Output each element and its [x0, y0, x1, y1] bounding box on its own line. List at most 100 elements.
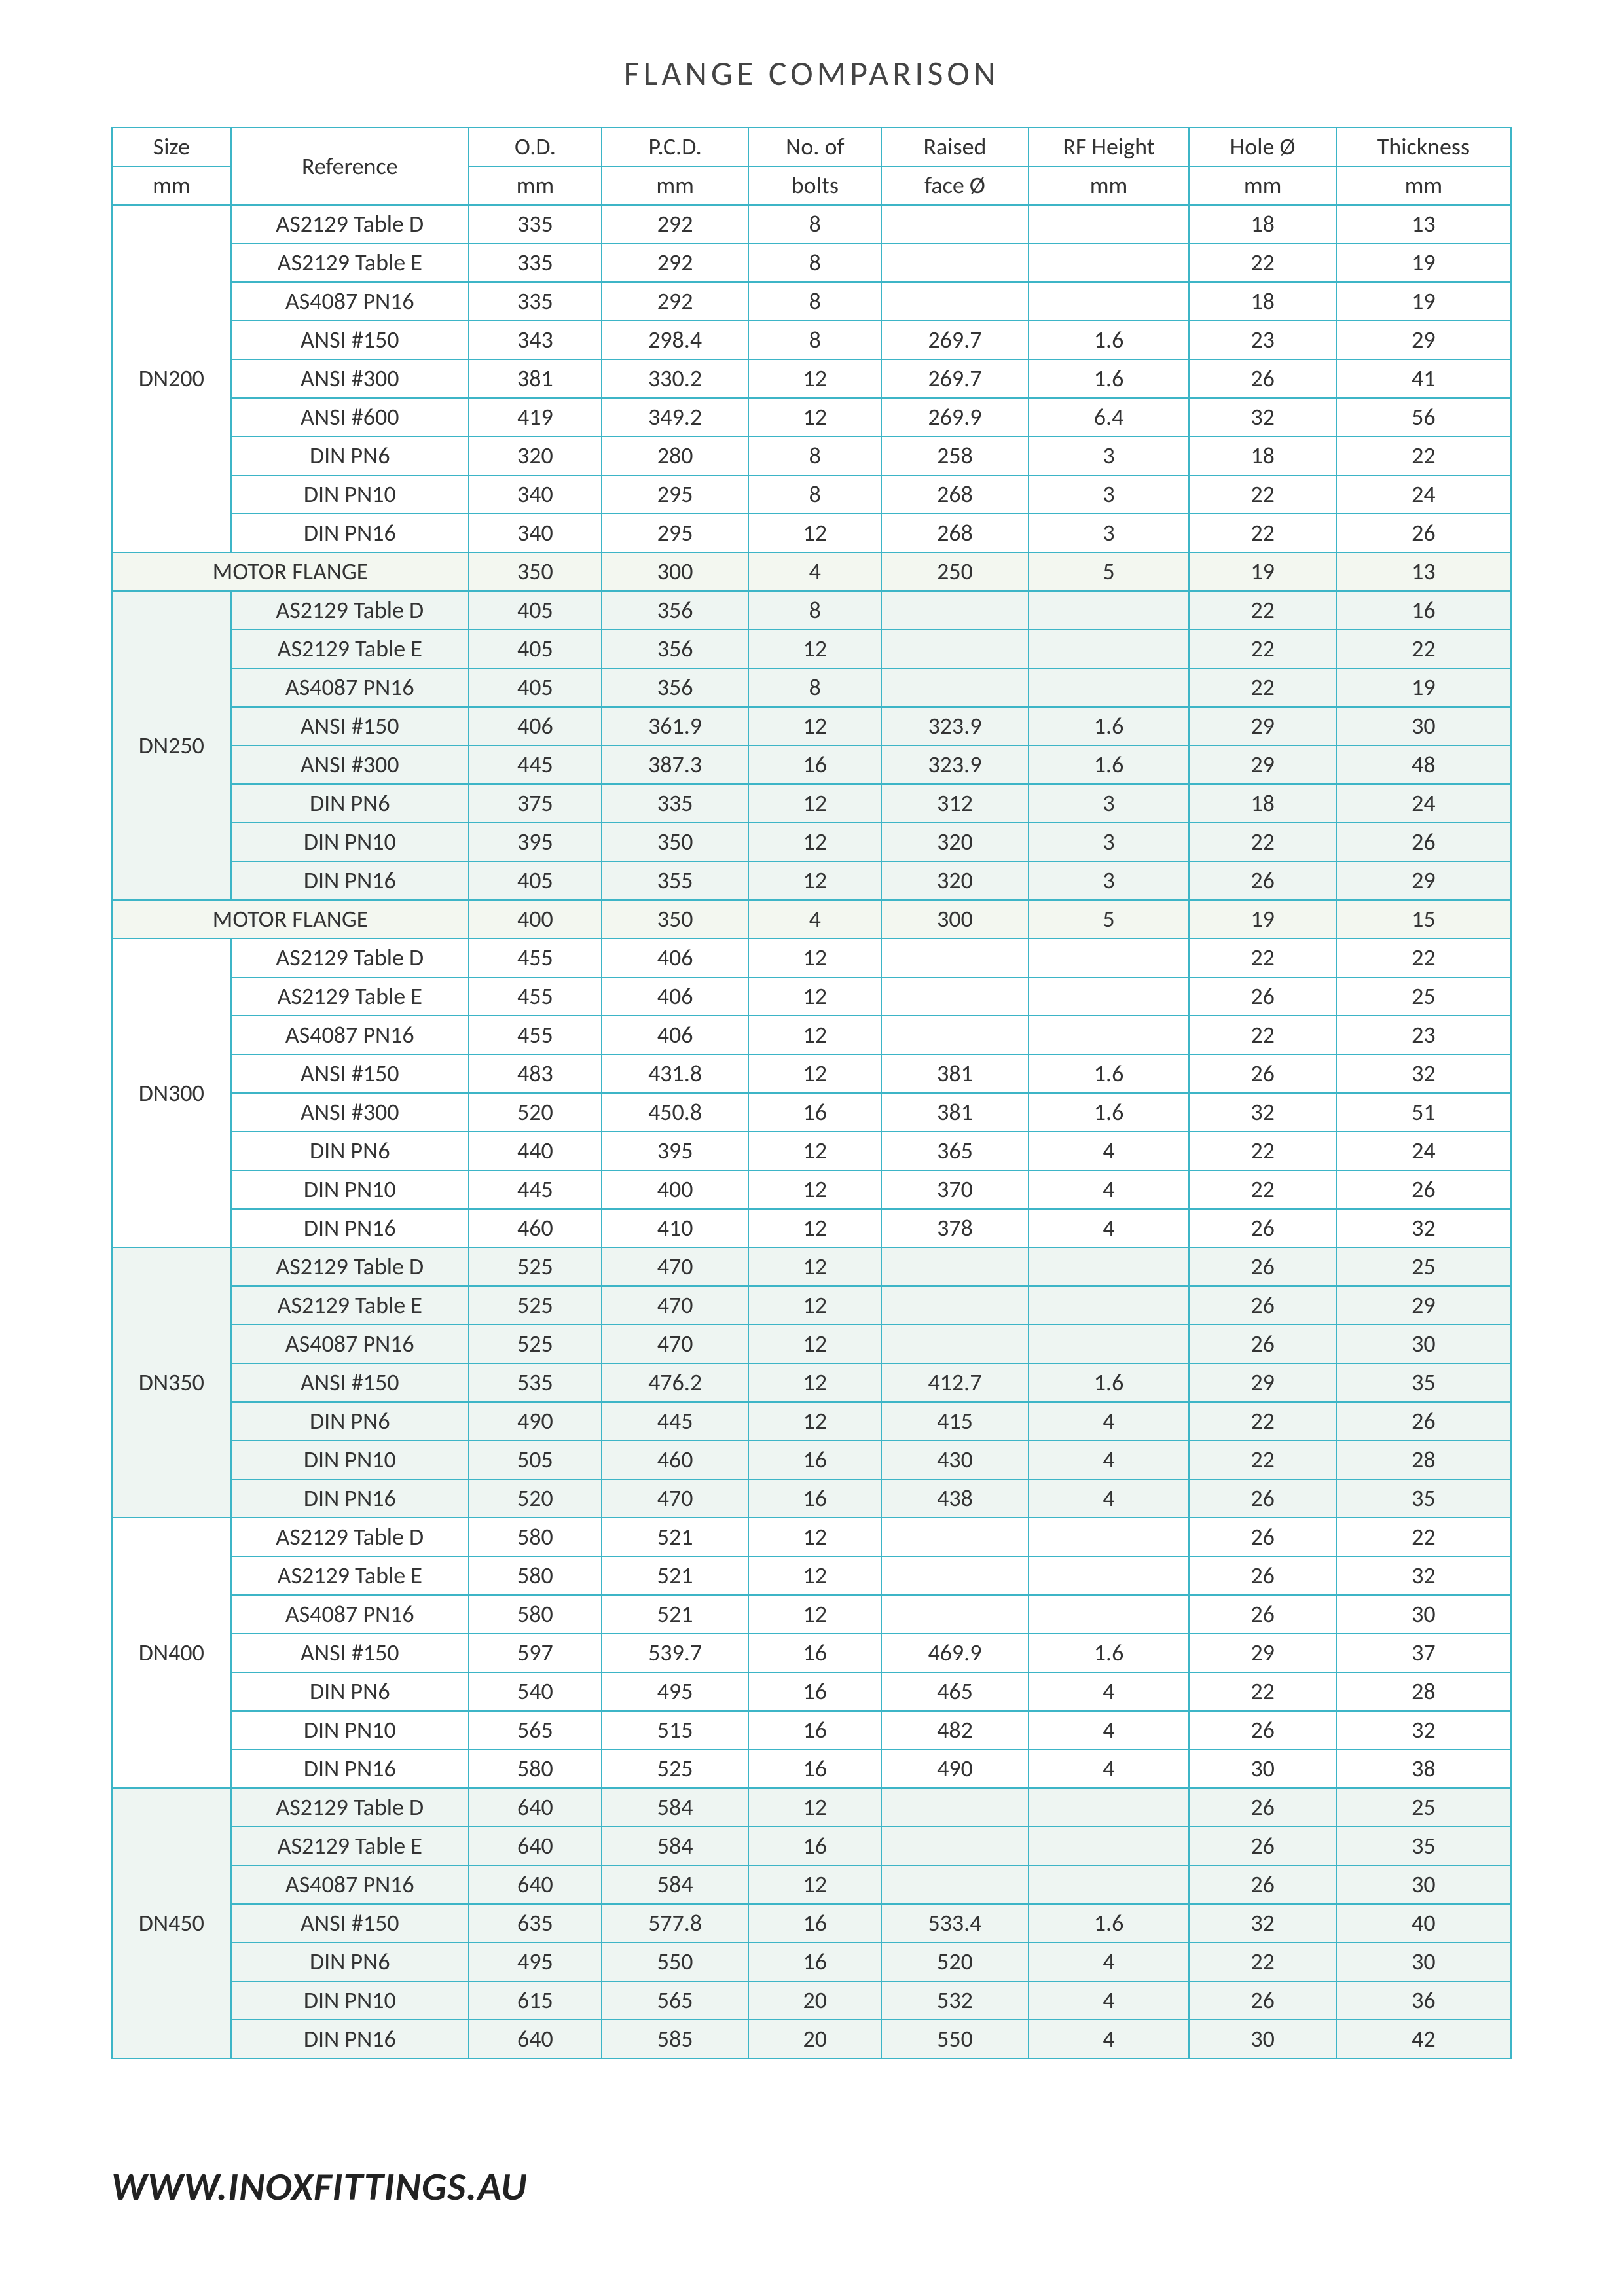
cell-od: 405 — [469, 591, 602, 630]
cell-pcd: 584 — [602, 1827, 748, 1865]
cell-od: 640 — [469, 1827, 602, 1865]
cell-rf: 381 — [881, 1093, 1028, 1132]
cell-thk: 23 — [1336, 1016, 1511, 1054]
cell-rf: 378 — [881, 1209, 1028, 1247]
cell-bolts: 8 — [748, 437, 881, 475]
ref-cell: DIN PN6 — [231, 1402, 469, 1441]
cell-bolts: 12 — [748, 1054, 881, 1093]
table-row: AS4087 PN1633529281819 — [112, 282, 1511, 321]
cell-bolts: 12 — [748, 977, 881, 1016]
cell-od: 535 — [469, 1363, 602, 1402]
cell-bolts: 16 — [748, 1672, 881, 1711]
cell-od: 635 — [469, 1904, 602, 1943]
cell-rfh: 1.6 — [1029, 1363, 1190, 1402]
cell-od: 335 — [469, 282, 602, 321]
cell-pcd: 356 — [602, 591, 748, 630]
table-row: ANSI #300520450.8163811.63251 — [112, 1093, 1511, 1132]
cell-od: 640 — [469, 1865, 602, 1904]
cell-rf — [881, 1325, 1028, 1363]
ref-cell: DIN PN10 — [231, 1170, 469, 1209]
ref-cell: DIN PN16 — [231, 861, 469, 900]
cell-rfh — [1029, 977, 1190, 1016]
cell-bolts: 12 — [748, 398, 881, 437]
cell-pcd: 355 — [602, 861, 748, 900]
cell-pcd: 292 — [602, 282, 748, 321]
motor-flange-label: MOTOR FLANGE — [112, 552, 469, 591]
cell-pcd: 431.8 — [602, 1054, 748, 1093]
cell-pcd: 406 — [602, 1016, 748, 1054]
cell-bolts: 8 — [748, 321, 881, 359]
col-thk-unit: mm — [1336, 166, 1511, 205]
cell-rfh: 1.6 — [1029, 1904, 1190, 1943]
cell-rfh: 4 — [1029, 1749, 1190, 1788]
cell-od: 375 — [469, 784, 602, 823]
table-row: DN250AS2129 Table D40535682216 — [112, 591, 1511, 630]
cell-rf: 482 — [881, 1711, 1028, 1749]
cell-bolts: 8 — [748, 243, 881, 282]
cell-rfh: 3 — [1029, 823, 1190, 861]
cell-rf: 370 — [881, 1170, 1028, 1209]
cell-pcd: 521 — [602, 1595, 748, 1634]
ref-cell: AS4087 PN16 — [231, 668, 469, 707]
cell-od: 381 — [469, 359, 602, 398]
cell-thk: 40 — [1336, 1904, 1511, 1943]
cell-bolts: 16 — [748, 1904, 881, 1943]
cell-pcd: 550 — [602, 1943, 748, 1981]
cell-hole: 30 — [1189, 2020, 1336, 2058]
cell-od: 525 — [469, 1286, 602, 1325]
cell-pcd: 470 — [602, 1247, 748, 1286]
cell-od: 580 — [469, 1556, 602, 1595]
cell-rf: 465 — [881, 1672, 1028, 1711]
table-row: AS2129 Table E525470122629 — [112, 1286, 1511, 1325]
cell-bolts: 4 — [748, 900, 881, 939]
ref-cell: DIN PN10 — [231, 475, 469, 514]
cell-rf — [881, 1827, 1028, 1865]
cell-thk: 15 — [1336, 900, 1511, 939]
cell-od: 340 — [469, 475, 602, 514]
cell-thk: 32 — [1336, 1556, 1511, 1595]
cell-hole: 26 — [1189, 1788, 1336, 1827]
cell-thk: 29 — [1336, 861, 1511, 900]
cell-pcd: 356 — [602, 668, 748, 707]
ref-cell: ANSI #150 — [231, 1904, 469, 1943]
cell-od: 525 — [469, 1325, 602, 1363]
cell-thk: 35 — [1336, 1827, 1511, 1865]
cell-thk: 13 — [1336, 205, 1511, 243]
cell-bolts: 16 — [748, 1749, 881, 1788]
cell-od: 580 — [469, 1595, 602, 1634]
cell-rf — [881, 243, 1028, 282]
cell-od: 343 — [469, 321, 602, 359]
table-row: DN200AS2129 Table D33529281813 — [112, 205, 1511, 243]
cell-thk: 35 — [1336, 1363, 1511, 1402]
cell-bolts: 12 — [748, 707, 881, 745]
cell-rfh — [1029, 1518, 1190, 1556]
cell-hole: 22 — [1189, 939, 1336, 977]
cell-rf — [881, 1788, 1028, 1827]
cell-od: 406 — [469, 707, 602, 745]
cell-pcd: 539.7 — [602, 1634, 748, 1672]
ref-cell: AS4087 PN16 — [231, 1016, 469, 1054]
cell-rfh: 4 — [1029, 1402, 1190, 1441]
table-row: AS2129 Table E455406122625 — [112, 977, 1511, 1016]
cell-thk: 32 — [1336, 1711, 1511, 1749]
cell-bolts: 8 — [748, 282, 881, 321]
cell-thk: 19 — [1336, 282, 1511, 321]
cell-rf: 312 — [881, 784, 1028, 823]
cell-rfh — [1029, 1788, 1190, 1827]
cell-rf: 258 — [881, 437, 1028, 475]
cell-od: 405 — [469, 668, 602, 707]
table-row: AS4087 PN1640535682219 — [112, 668, 1511, 707]
table-row: AS4087 PN16525470122630 — [112, 1325, 1511, 1363]
cell-thk: 19 — [1336, 243, 1511, 282]
ref-cell: DIN PN6 — [231, 1672, 469, 1711]
cell-hole: 29 — [1189, 745, 1336, 784]
cell-thk: 30 — [1336, 1595, 1511, 1634]
cell-rf: 438 — [881, 1479, 1028, 1518]
cell-rf: 323.9 — [881, 707, 1028, 745]
cell-thk: 30 — [1336, 1325, 1511, 1363]
cell-hole: 32 — [1189, 1904, 1336, 1943]
cell-bolts: 12 — [748, 1325, 881, 1363]
cell-thk: 13 — [1336, 552, 1511, 591]
cell-rfh: 4 — [1029, 1943, 1190, 1981]
cell-thk: 29 — [1336, 1286, 1511, 1325]
